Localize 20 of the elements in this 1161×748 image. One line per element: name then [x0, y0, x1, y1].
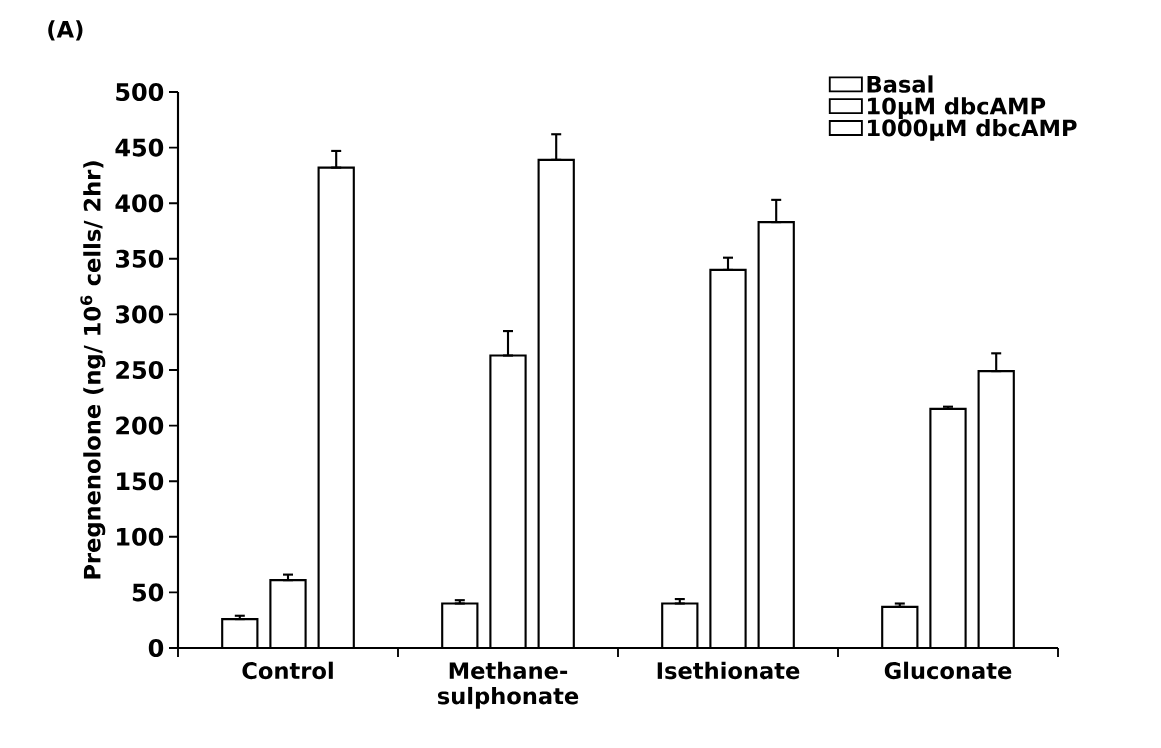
y-axis-title: Pregnenolone (ng/ 10$^{6}$ cells/ 2hr)	[80, 161, 106, 579]
y-tick-label: 150	[117, 472, 164, 491]
y-tick-label: 500	[116, 82, 164, 102]
y-tick-label: 350	[116, 249, 164, 268]
y-tick-label: 400	[115, 194, 164, 213]
y-tick-label: 250	[116, 360, 164, 380]
legend-label: 1000μM dbcAMP	[868, 118, 1077, 141]
x-tick-label: Gluconate	[884, 661, 1012, 680]
y-tick-label: 200	[116, 416, 164, 435]
x-tick-label: Methane-sulphonate	[437, 661, 579, 709]
y-tick-label: 0	[148, 638, 164, 658]
x-tick-label: Control	[242, 661, 333, 680]
legend-label: 10μM dbcAMP	[868, 97, 1046, 120]
y-tick-label: 50	[132, 583, 164, 602]
legend-label: Basal	[867, 75, 933, 93]
y-tick-label: 300	[116, 305, 164, 324]
y-tick-label: 450	[115, 138, 164, 157]
chart-title: (A)	[48, 20, 83, 41]
x-tick-label: Isethionate	[657, 661, 800, 680]
y-tick-label: 100	[117, 527, 164, 546]
